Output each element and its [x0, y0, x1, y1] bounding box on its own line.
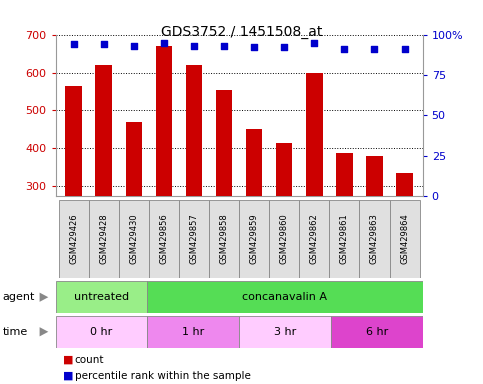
Text: agent: agent: [2, 292, 35, 302]
Bar: [209, 200, 239, 278]
Point: [341, 46, 348, 52]
Text: GSM429858: GSM429858: [220, 214, 228, 265]
Bar: [331, 316, 423, 348]
Bar: [56, 281, 147, 313]
Point: [100, 41, 108, 47]
Bar: [185, 65, 202, 196]
Bar: [179, 200, 209, 278]
Point: [370, 46, 378, 52]
Point: [250, 45, 258, 51]
Bar: [147, 316, 239, 348]
Text: 6 hr: 6 hr: [366, 327, 388, 337]
Text: GSM429428: GSM429428: [99, 214, 108, 264]
Point: [130, 43, 138, 49]
Text: GDS3752 / 1451508_at: GDS3752 / 1451508_at: [161, 25, 322, 39]
Bar: [336, 153, 353, 196]
Text: GSM429859: GSM429859: [250, 214, 258, 264]
Bar: [246, 129, 262, 196]
Bar: [389, 200, 420, 278]
Text: untreated: untreated: [74, 292, 129, 302]
Bar: [216, 89, 232, 196]
Text: GSM429426: GSM429426: [69, 214, 78, 264]
Bar: [299, 200, 329, 278]
Bar: [359, 200, 389, 278]
Text: percentile rank within the sample: percentile rank within the sample: [75, 371, 251, 381]
Point: [70, 41, 77, 47]
Bar: [149, 200, 179, 278]
Bar: [329, 200, 359, 278]
Bar: [306, 73, 323, 196]
Bar: [58, 200, 89, 278]
Bar: [147, 281, 423, 313]
Point: [190, 43, 198, 49]
Point: [401, 46, 409, 52]
Bar: [276, 143, 293, 196]
Bar: [126, 122, 142, 196]
Point: [280, 45, 288, 51]
Bar: [269, 200, 299, 278]
Text: GSM429864: GSM429864: [400, 214, 409, 265]
Bar: [119, 200, 149, 278]
Text: GSM429860: GSM429860: [280, 214, 289, 265]
Bar: [239, 316, 331, 348]
Text: GSM429862: GSM429862: [310, 214, 319, 265]
Point: [220, 43, 228, 49]
Text: concanavalin A: concanavalin A: [242, 292, 327, 302]
Text: GSM429857: GSM429857: [189, 214, 199, 265]
Text: GSM429856: GSM429856: [159, 214, 169, 265]
Text: 0 hr: 0 hr: [90, 327, 113, 337]
Text: 1 hr: 1 hr: [182, 327, 204, 337]
Text: count: count: [75, 355, 104, 365]
Bar: [396, 173, 413, 196]
Text: 3 hr: 3 hr: [274, 327, 296, 337]
Text: ■: ■: [63, 371, 73, 381]
Bar: [366, 156, 383, 196]
Bar: [89, 200, 119, 278]
Bar: [56, 316, 147, 348]
Text: GSM429430: GSM429430: [129, 214, 138, 264]
Text: GSM429861: GSM429861: [340, 214, 349, 265]
Text: ■: ■: [63, 355, 73, 365]
Text: GSM429863: GSM429863: [370, 214, 379, 265]
Bar: [239, 200, 269, 278]
Text: time: time: [2, 327, 28, 337]
Bar: [96, 65, 112, 196]
Bar: [65, 86, 82, 196]
Point: [160, 40, 168, 46]
Bar: [156, 46, 172, 196]
Point: [311, 40, 318, 46]
